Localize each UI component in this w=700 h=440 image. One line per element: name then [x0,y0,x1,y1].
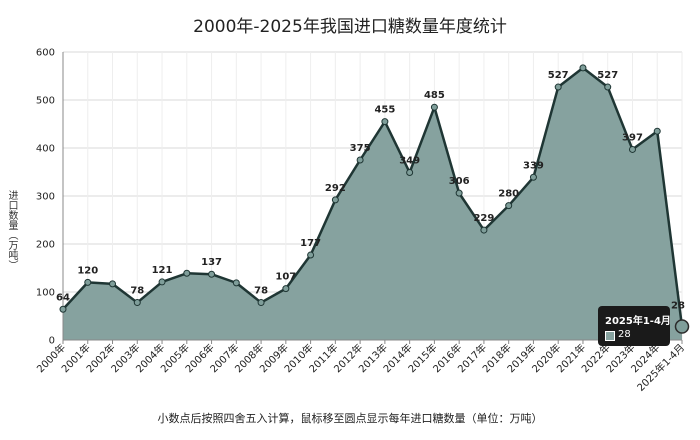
y-tick-label: 500 [36,96,55,107]
data-point[interactable] [208,270,216,278]
footnote: 小数点后按照四舍五入计算，鼠标移至圆点显示每年进口糖数量（单位：万吨） [157,412,543,425]
data-point[interactable] [232,279,240,287]
data-point[interactable] [653,127,661,135]
data-label: 306 [449,176,470,187]
y-tick-label: 300 [36,192,55,203]
data-point[interactable] [356,156,364,164]
y-tick-label: 0 [49,336,55,347]
data-label: 485 [424,90,445,101]
data-label: 121 [152,265,173,276]
data-point[interactable] [331,196,339,204]
data-label: 292 [325,183,346,194]
data-label: 339 [523,160,544,171]
data-label: 28 [671,301,685,312]
data-point[interactable] [554,83,562,91]
data-label: 455 [374,105,395,116]
data-label: 107 [275,272,296,283]
area-fill [63,67,682,340]
y-tick-label: 200 [36,240,55,251]
data-label: 120 [77,265,98,276]
data-point[interactable] [406,168,414,176]
data-points[interactable] [59,64,690,334]
data-label: 527 [597,70,618,81]
tooltip: 2025年1-4月 28 [598,306,671,346]
data-point[interactable] [59,305,67,313]
data-point[interactable] [257,299,265,307]
data-label: 78 [254,286,268,297]
data-point[interactable] [84,278,92,286]
tooltip-value: 28 [618,329,631,340]
data-point[interactable] [455,189,463,197]
data-point[interactable] [529,173,537,181]
data-point[interactable] [480,226,488,234]
tooltip-swatch [605,331,615,341]
data-label: 177 [300,238,321,249]
data-point[interactable] [158,278,166,286]
data-label: 78 [130,286,144,297]
data-point[interactable] [430,103,438,111]
y-tick-label: 400 [36,144,55,155]
data-label: 349 [399,155,420,166]
y-tick-label: 100 [36,288,55,299]
data-label: 280 [498,189,519,200]
data-point[interactable] [579,64,587,72]
data-labels: 64 120 78 121 137 78 107 177 292 375 455 349 485 306 2… [56,70,685,312]
data-point[interactable] [381,118,389,126]
data-point[interactable] [282,285,290,293]
data-point[interactable] [505,202,513,210]
data-label: 397 [622,132,643,143]
area-series [62,66,684,340]
data-point[interactable] [628,145,636,153]
data-point[interactable] [133,299,141,307]
data-point-highlighted[interactable] [674,319,690,334]
data-point[interactable] [109,280,117,288]
y-tick-label: 600 [36,48,55,59]
data-point[interactable] [604,83,612,91]
data-label: 137 [201,257,222,268]
data-label: 527 [548,70,569,81]
data-point[interactable] [183,269,191,277]
data-label: 64 [56,292,70,303]
tooltip-title: 2025年1-4月 [605,316,671,327]
data-label: 229 [473,213,494,224]
data-label: 375 [350,143,371,154]
data-point[interactable] [307,251,315,259]
chart-title: 2000年-2025年我国进口糖数量年度统计 [193,17,507,37]
y-axis-label: 进口数量（万吨） [6,190,17,270]
series-line [62,66,684,327]
